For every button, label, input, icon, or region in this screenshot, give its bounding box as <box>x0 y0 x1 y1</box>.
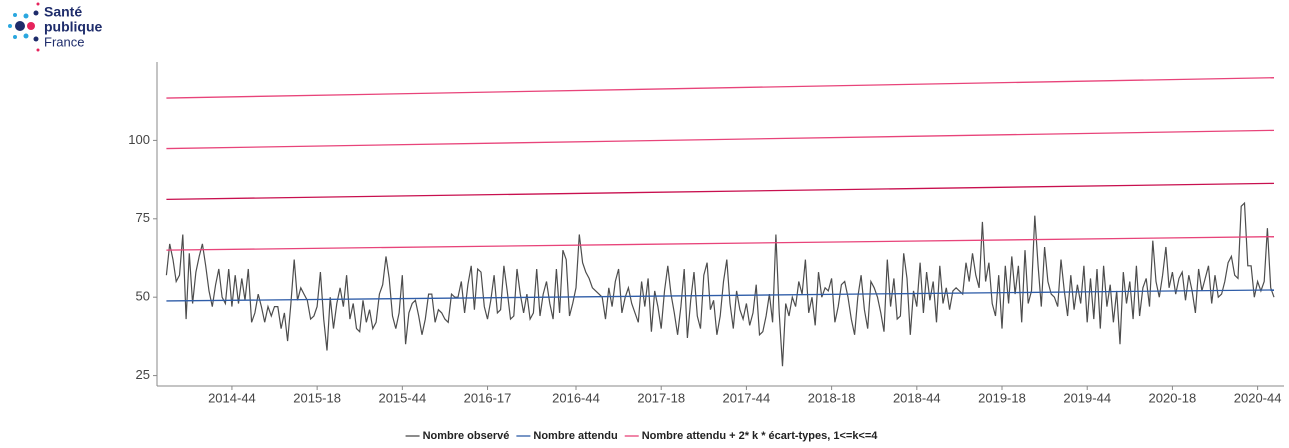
legend-label: Nombre attendu + 2* k * écart-types, 1<=… <box>642 430 879 442</box>
logo-dot <box>36 48 40 52</box>
x-tick-label: 2015-18 <box>293 390 341 405</box>
x-tick-label: 2017-18 <box>637 390 685 405</box>
threshold-line <box>166 77 1275 99</box>
logo-dot <box>33 10 39 16</box>
x-tick-label: 2017-44 <box>723 390 771 405</box>
logo-text: Santé <box>44 4 82 20</box>
x-tick-label: 2014-44 <box>208 390 256 405</box>
x-tick-label: 2019-18 <box>978 390 1026 405</box>
expected-line <box>166 289 1275 302</box>
x-tick-label: 2020-44 <box>1234 390 1282 405</box>
logo-dot <box>8 24 12 28</box>
y-tick-label: 25 <box>136 367 150 382</box>
threshold-line <box>166 182 1275 201</box>
x-tick-label: 2020-18 <box>1149 390 1197 405</box>
legend-label: Nombre observé <box>423 430 510 442</box>
series-line <box>165 201 1275 367</box>
logo-text: publique <box>44 19 103 35</box>
logo-dot <box>36 2 40 6</box>
logo-dot <box>23 13 29 19</box>
y-tick-label: 100 <box>128 132 150 147</box>
x-tick-label: 2018-18 <box>808 390 856 405</box>
logo-dot <box>15 21 25 31</box>
x-tick-label: 2016-17 <box>464 390 512 405</box>
x-tick-label: 2019-44 <box>1063 390 1111 405</box>
threshold-line <box>166 236 1275 251</box>
threshold-line <box>166 129 1275 150</box>
x-tick-label: 2018-44 <box>893 390 941 405</box>
y-tick-label: 75 <box>136 210 150 225</box>
logo-dot <box>13 35 17 39</box>
y-tick-label: 50 <box>136 289 150 304</box>
logo-dot <box>23 33 29 39</box>
logo-dot <box>13 13 17 17</box>
x-tick-label: 2015-44 <box>378 390 426 405</box>
logo-text: France <box>44 34 84 49</box>
logo: Santé publique France <box>8 2 103 52</box>
x-tick-label: 2016-44 <box>552 390 600 405</box>
legend-label: Nombre attendu <box>533 430 617 442</box>
logo-dot <box>33 36 39 42</box>
logo-dot <box>27 22 35 30</box>
